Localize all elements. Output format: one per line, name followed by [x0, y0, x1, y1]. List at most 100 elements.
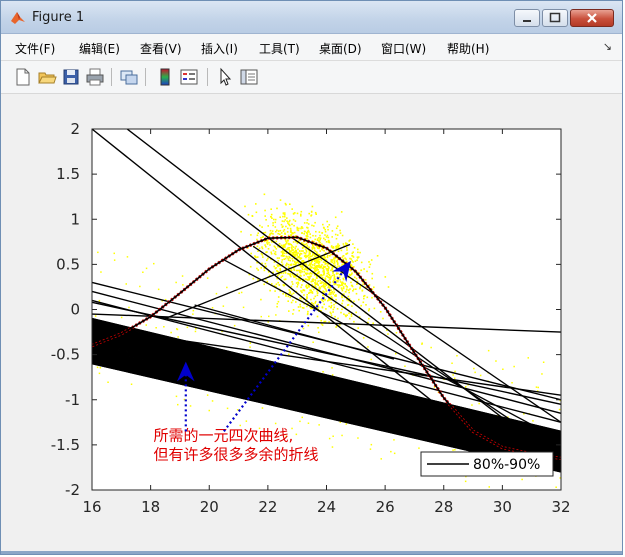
scatter-point	[452, 449, 454, 451]
scatter-point	[297, 269, 300, 272]
scatter-point	[339, 232, 342, 234]
scatter-point	[349, 288, 351, 290]
scatter-point	[256, 234, 259, 237]
scatter-point	[305, 251, 308, 253]
scatter-point	[316, 290, 318, 292]
scatter-point	[316, 283, 319, 285]
scatter-point	[322, 270, 324, 273]
scatter-point	[367, 346, 369, 348]
scatter-point	[511, 382, 513, 384]
maximize-button[interactable]	[542, 9, 568, 27]
close-button[interactable]	[570, 9, 614, 27]
scatter-point	[305, 235, 308, 237]
menu-tools[interactable]: 工具(T)	[259, 42, 300, 56]
scatter-point	[452, 374, 454, 376]
dock-arrow-icon[interactable]: ↘	[602, 40, 612, 53]
scatter-point	[303, 274, 305, 277]
fan-line	[252, 245, 562, 455]
scatter-point	[337, 280, 339, 283]
scatter-point	[269, 244, 271, 246]
scatter-point	[308, 246, 310, 248]
scatter-point	[257, 269, 259, 271]
menu-desktop[interactable]: 桌面(D)	[319, 42, 362, 56]
print-icon[interactable]	[85, 67, 105, 87]
scatter-point	[304, 267, 306, 270]
scatter-point	[324, 238, 327, 241]
scatter-point	[337, 245, 340, 247]
scatter-point	[302, 280, 304, 283]
scatter-point	[314, 255, 316, 258]
scatter-point	[325, 259, 328, 262]
title-bar[interactable]: Figure 1	[1, 1, 622, 34]
scatter-point	[281, 226, 284, 228]
scatter-point	[304, 263, 307, 265]
minimize-button[interactable]	[514, 9, 540, 27]
scatter-point	[289, 243, 291, 245]
scatter-point	[292, 253, 295, 255]
scatter-point	[283, 252, 286, 255]
scatter-point	[192, 309, 195, 312]
open-file-icon[interactable]	[37, 67, 57, 87]
scatter-point	[317, 247, 319, 249]
scatter-point	[284, 219, 287, 221]
plot-svg[interactable]: 16 18 20 22 24 26 28 30 3221.510.50-0.5-1-1.5-2 …	[3, 94, 620, 552]
figure-canvas[interactable]: 16 18 20 22 24 26 28 30 32 2 1.5 1 0.5 0 -0.5 -1 -1.5 -2 …	[3, 94, 620, 552]
scatter-point	[298, 250, 301, 252]
scatter-point	[323, 237, 325, 240]
scatter-point	[348, 240, 350, 242]
scatter-point	[282, 215, 284, 218]
scatter-point	[325, 290, 328, 293]
scatter-point	[289, 296, 292, 299]
scatter-point	[355, 277, 358, 280]
scatter-point	[226, 286, 228, 289]
scatter-point	[293, 268, 295, 270]
colorbar-icon[interactable]	[155, 67, 175, 87]
menu-file[interactable]: 文件(F)	[15, 42, 56, 56]
menu-help[interactable]: 帮助(H)	[447, 42, 490, 56]
menu-insert[interactable]: 插入(I)	[201, 42, 238, 56]
band-line	[91, 351, 562, 463]
scatter-point	[275, 240, 278, 243]
menu-edit[interactable]: 编辑(E)	[79, 42, 120, 56]
scatter-point	[313, 225, 315, 227]
link-plot-icon[interactable]	[119, 67, 139, 87]
scatter-point	[291, 273, 294, 276]
scatter-point	[259, 224, 261, 227]
menu-window[interactable]: 窗口(W)	[381, 42, 427, 56]
scatter-point	[302, 266, 304, 268]
scatter-point	[453, 377, 456, 380]
scatter-point	[316, 238, 319, 240]
legend[interactable]: 80%-90%	[420, 451, 554, 477]
band-line	[91, 351, 562, 462]
scatter-point	[274, 422, 277, 425]
scatter-point	[276, 303, 279, 305]
scatter-point	[303, 289, 306, 292]
property-inspector-icon[interactable]	[239, 67, 259, 87]
x-tick-label: 22	[258, 498, 277, 516]
scatter-point	[340, 211, 343, 213]
scatter-point	[311, 247, 314, 249]
scatter-point	[302, 289, 304, 292]
legend-icon[interactable]	[179, 67, 199, 87]
scatter-point	[260, 267, 262, 269]
scatter-point	[304, 243, 306, 246]
scatter-point	[311, 255, 313, 257]
scatter-point	[373, 286, 375, 289]
new-figure-icon[interactable]	[13, 67, 33, 87]
save-icon[interactable]	[61, 67, 81, 87]
scatter-point	[287, 263, 289, 266]
scatter-point	[316, 239, 319, 241]
scatter-point	[328, 287, 331, 289]
menu-view[interactable]: 查看(V)	[140, 42, 182, 56]
scatter-point	[284, 278, 287, 281]
edit-plot-icon[interactable]	[215, 67, 235, 87]
scatter-point	[291, 245, 293, 247]
scatter-point	[320, 285, 323, 288]
scatter-point	[292, 275, 295, 277]
scatter-point	[369, 263, 372, 266]
scatter-point	[318, 246, 321, 249]
scatter-point	[267, 225, 269, 227]
scatter-point	[310, 260, 313, 262]
scatter-point	[314, 250, 317, 253]
scatter-point	[355, 288, 357, 290]
